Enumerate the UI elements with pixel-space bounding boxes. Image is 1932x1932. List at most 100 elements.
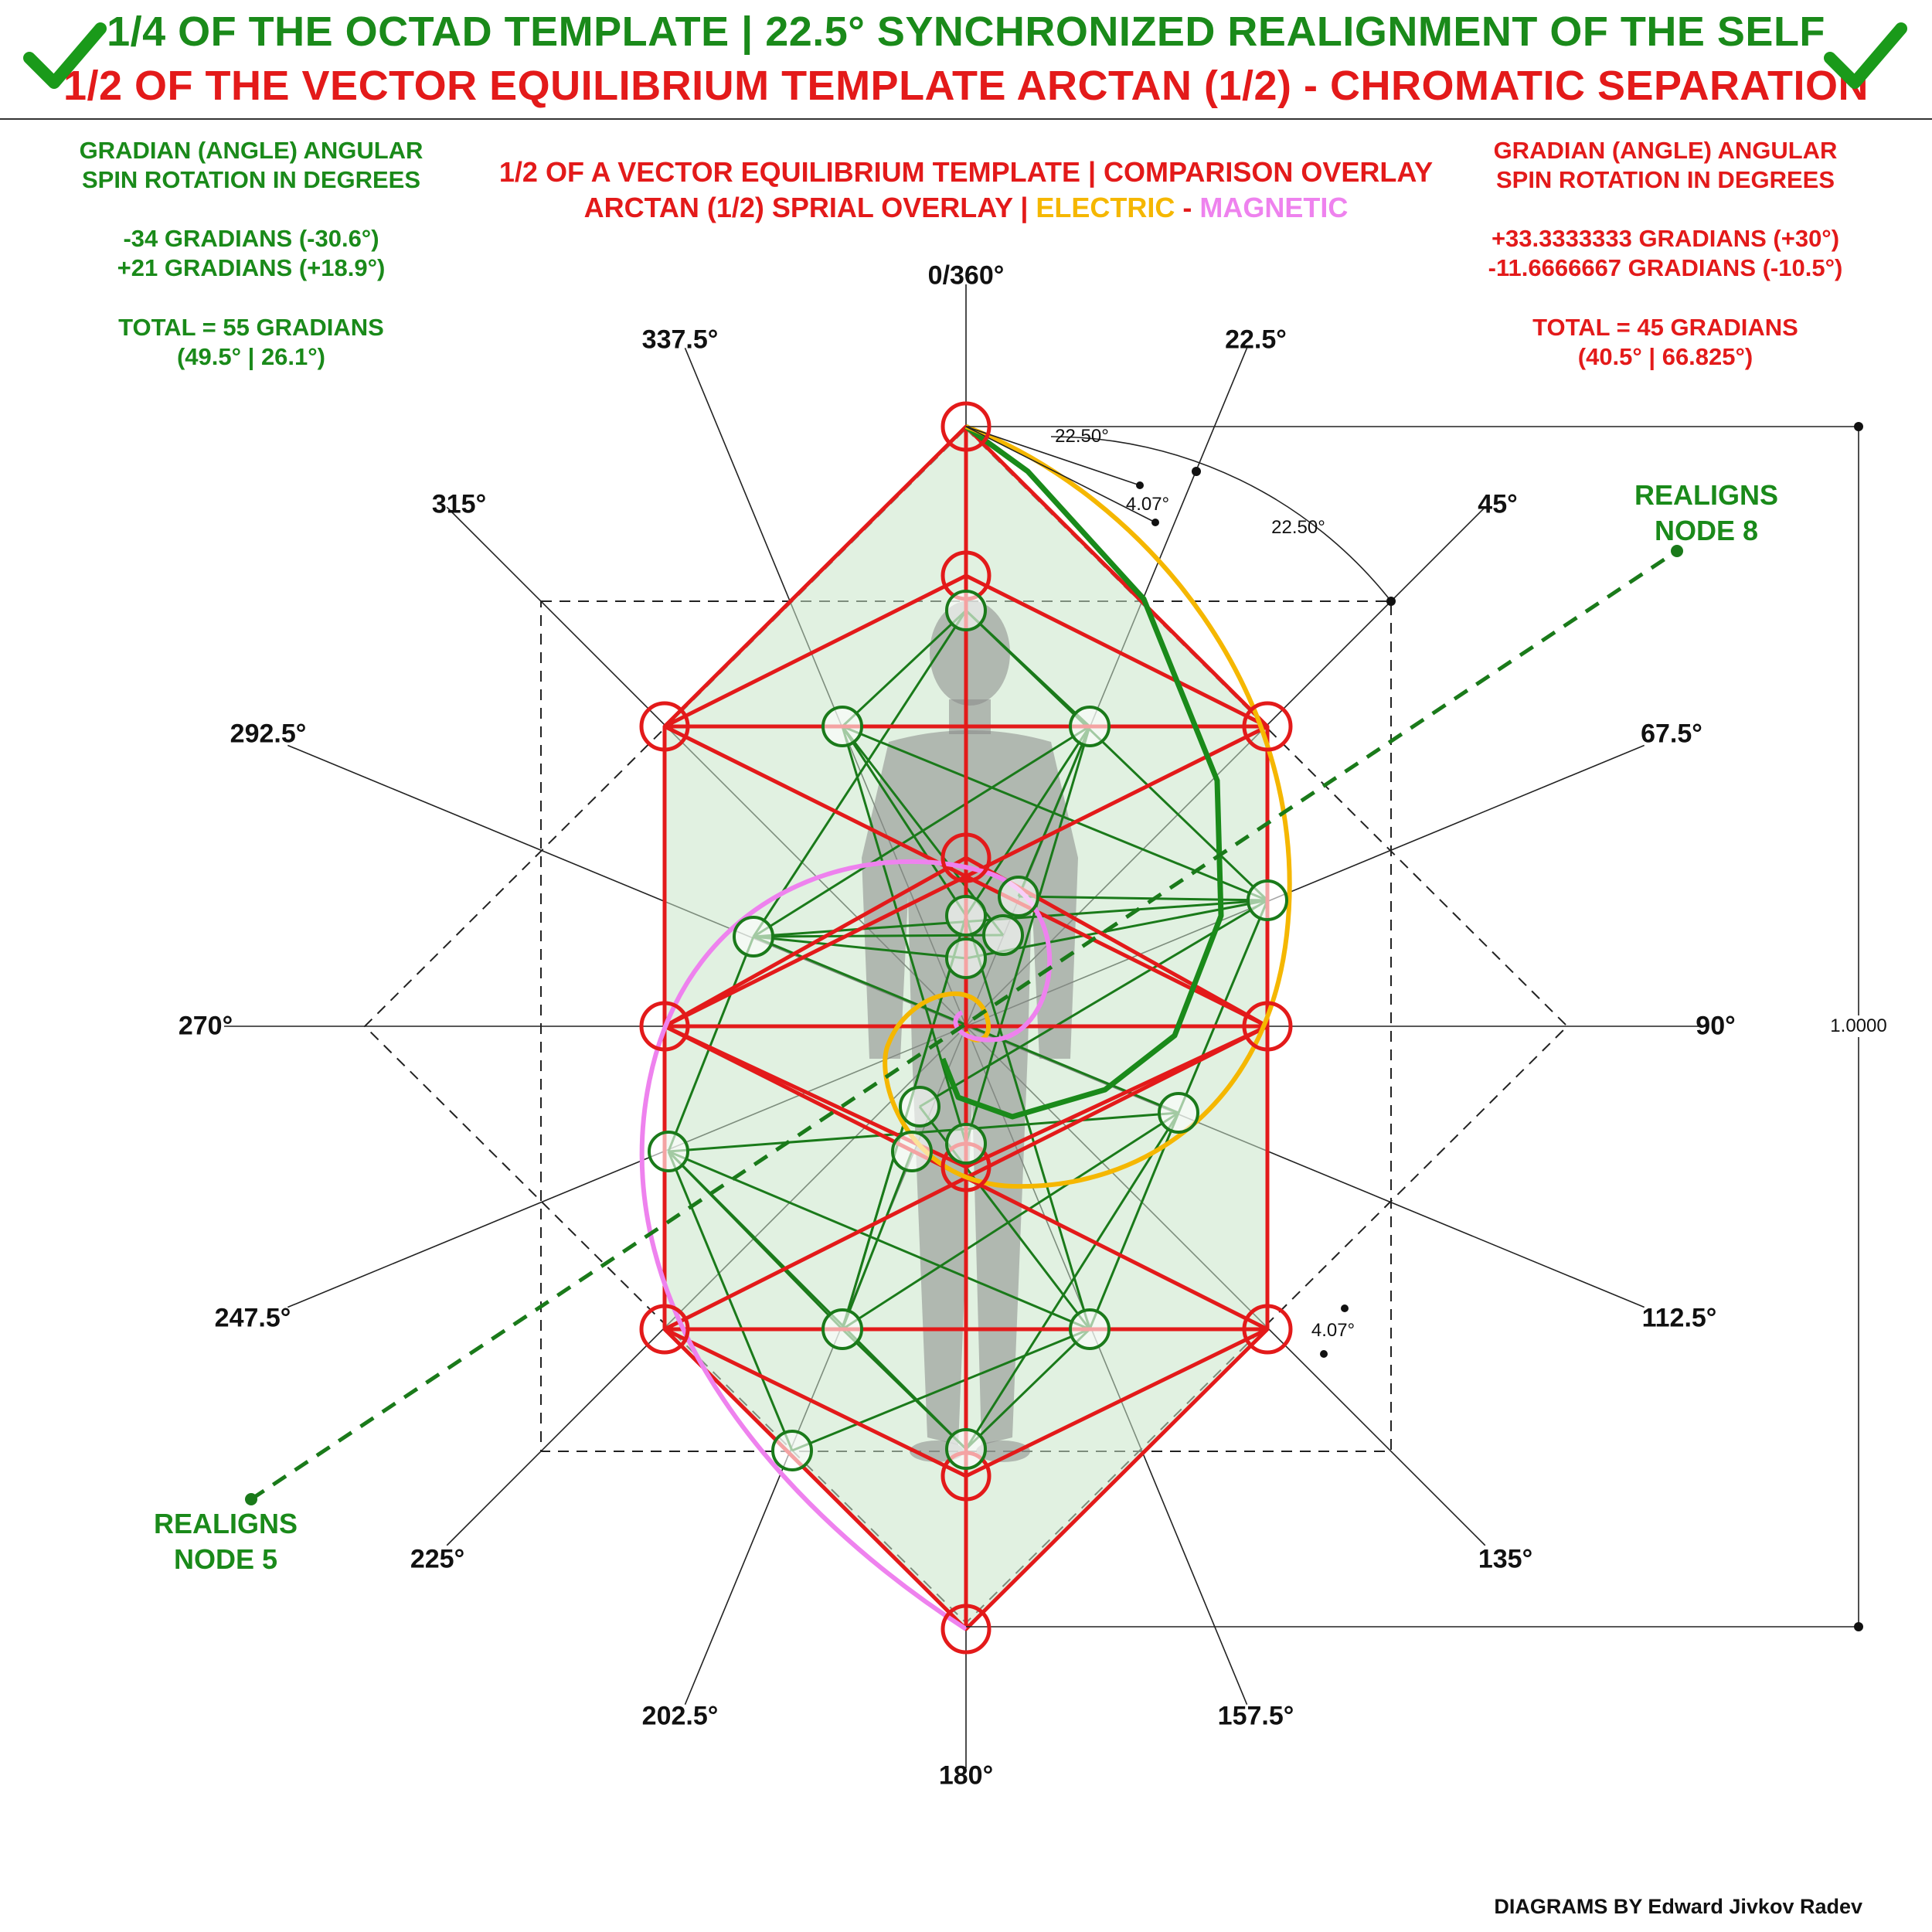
red-node	[639, 701, 690, 752]
scale-label: 1.0000	[1827, 1015, 1890, 1037]
credit: DIAGRAMS BY Edward Jivkov Radev	[1494, 1895, 1862, 1918]
green-node	[821, 706, 863, 747]
green-lattice	[667, 609, 1269, 1452]
green-node	[945, 1123, 987, 1165]
green-node	[771, 1430, 813, 1471]
red-node	[1242, 701, 1293, 752]
red-node	[940, 832, 992, 883]
left-panel-total: TOTAL = 55 GRADIANS (49.5° | 26.1°)	[118, 314, 384, 370]
angle-label-157-5: 157.5°	[1217, 1701, 1294, 1731]
title-line-1: 1/4 OF THE OCTAD TEMPLATE | 22.5° SYNCHR…	[107, 9, 1825, 55]
left-panel-heading: GRADIAN (ANGLE) ANGULAR SPIN ROTATION IN…	[79, 137, 423, 193]
measurement-dots	[1136, 422, 1863, 1631]
green-node	[821, 1308, 863, 1350]
green-lattice-line	[841, 726, 968, 917]
green-lattice-line	[842, 1111, 1179, 1331]
right-check-icon	[1824, 22, 1907, 89]
green-lattice-line	[964, 726, 1091, 917]
green-lattice-line	[841, 609, 968, 728]
green-node	[945, 1428, 987, 1470]
green-node	[733, 916, 774, 957]
angle-arc	[1050, 436, 1392, 602]
angle-label-0: 0/360°	[927, 260, 1005, 291]
red-node	[639, 1001, 690, 1052]
green-lattice-line	[753, 725, 1090, 938]
green-nodes	[648, 590, 1288, 1471]
green-lattice-line	[668, 1150, 1090, 1331]
measure-angle-c: 4.07°	[1125, 494, 1170, 515]
angle-label-270: 270°	[178, 1011, 233, 1041]
red-node	[940, 401, 992, 452]
green-lattice-line	[668, 1111, 1179, 1153]
green-lattice-line	[919, 899, 1268, 1108]
red-node	[639, 1304, 690, 1355]
green-lattice-line	[964, 1328, 1091, 1451]
center-subtitle-line-1: 1/2 OF A VECTOR EQUILIBRIUM TEMPLATE | C…	[498, 156, 1434, 188]
green-lattice-line	[752, 610, 968, 937]
header-divider	[0, 118, 1932, 120]
red-diag-b	[663, 724, 1269, 1029]
green-lattice-line	[964, 1112, 1180, 1450]
red-lower-triangle	[663, 1327, 1269, 1478]
green-node	[891, 1131, 933, 1172]
green-node	[945, 590, 987, 631]
realigns-node-5: REALIGNS NODE 5	[153, 1508, 298, 1575]
green-node	[1069, 1308, 1111, 1350]
red-node	[940, 1604, 992, 1655]
title-line-2: 1/2 OF THE VECTOR EQUILIBRIUM TEMPLATE A…	[63, 63, 1869, 109]
angle-label-202-5: 202.5°	[641, 1701, 719, 1731]
green-lattice-line	[753, 935, 967, 960]
right-panel-values: +33.3333333 GRADIANS (+30°) -11.6666667 …	[1488, 225, 1843, 281]
green-node	[648, 1131, 689, 1172]
right-panel-heading: GRADIAN (ANGLE) ANGULAR SPIN ROTATION IN…	[1493, 137, 1838, 193]
green-lattice-line	[1018, 895, 1268, 902]
red-nodes	[639, 401, 1293, 1655]
green-node	[945, 895, 987, 937]
angle-label-135: 135°	[1478, 1544, 1533, 1574]
angle-label-180: 180°	[938, 1760, 994, 1791]
right-panel-total: TOTAL = 45 GRADIANS (40.5° | 66.825°)	[1532, 314, 1798, 370]
green-node	[998, 876, 1039, 917]
angle-label-112-5: 112.5°	[1641, 1303, 1717, 1333]
red-upper-cross	[663, 855, 1269, 1029]
angle-label-315: 315°	[431, 489, 487, 519]
magnetic-label: MAGNETIC	[1199, 192, 1349, 223]
realign-line	[250, 549, 1679, 1502]
green-lattice-line	[667, 936, 755, 1152]
red-node	[1242, 1304, 1293, 1355]
angle-label-45: 45°	[1478, 489, 1518, 519]
realign-node-5-dot	[245, 1493, 257, 1505]
arc-guide-b	[965, 426, 1156, 523]
green-lattice-line	[964, 915, 1091, 1330]
angle-label-67-5: 67.5°	[1641, 719, 1702, 749]
green-lattice-line	[1017, 726, 1091, 897]
measure-angle-d: 4.07°	[1311, 1320, 1355, 1341]
subtitle-prefix: ARCTAN (1/2) SPRIAL OVERLAY |	[583, 192, 1036, 223]
measure-angle-b: 22.50°	[1271, 517, 1325, 538]
red-upper-triangle	[663, 573, 1269, 729]
green-node	[899, 1086, 940, 1128]
green-lattice-line	[841, 1151, 913, 1330]
red-lower-cross	[663, 1024, 1269, 1169]
green-lattice-line	[791, 1328, 1090, 1452]
green-spiral	[940, 424, 1224, 1120]
green-node	[945, 937, 987, 979]
green-node	[1069, 706, 1111, 747]
arc-guide-a	[965, 426, 1141, 486]
electric-label: ELECTRIC	[1036, 192, 1175, 223]
red-node	[1242, 1001, 1293, 1052]
green-node	[1158, 1092, 1199, 1134]
center-subtitle-line-2: ARCTAN (1/2) SPRIAL OVERLAY | ELECTRIC -…	[425, 190, 1507, 226]
angle-label-90: 90°	[1696, 1011, 1736, 1041]
green-node	[1247, 879, 1288, 921]
subtitle-dash: -	[1175, 192, 1200, 223]
green-lattice-line	[1177, 900, 1269, 1114]
angle-label-225: 225°	[410, 1544, 465, 1574]
electric-spiral	[883, 424, 1292, 1189]
realign-node-8-dot	[1671, 545, 1683, 557]
magnetic-spiral	[639, 859, 1053, 1631]
angle-label-22-5: 22.5°	[1225, 325, 1287, 355]
green-lattice-line	[667, 1151, 794, 1451]
green-lattice-line	[964, 726, 1091, 1145]
